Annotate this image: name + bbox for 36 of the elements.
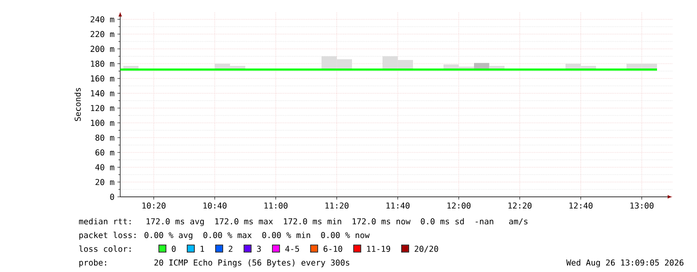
text: 2 — [228, 246, 232, 252]
y-tick-label: 140 m — [91, 90, 114, 96]
y-tick-label: 240 m — [90, 16, 114, 22]
y-tick-label: 200 m — [90, 46, 114, 52]
text: packet loss: 0.00 % avg 0.00 % max 0.00 % min 0.00 % now — [79, 232, 370, 240]
x-tick-label: 12:40 — [569, 202, 593, 209]
y-tick-label: 160 m — [91, 75, 114, 82]
x-tick-label: 11:40 — [386, 202, 410, 209]
text: 4-5 — [285, 246, 299, 252]
y-tick-label: 120 m — [91, 105, 114, 112]
x-tick-label: 11:20 — [325, 202, 348, 209]
y-tick-label: 0 — [110, 194, 114, 200]
text: 20/20 — [414, 246, 438, 253]
text: 6-10 — [324, 246, 342, 252]
y-tick-label: 80 m — [95, 134, 114, 141]
text: probe: 20 ICMP Echo Pings (56 Bytes) every 300s — [79, 259, 350, 268]
y-tick-label: 40 m — [95, 164, 114, 170]
x-tick-label: 12:20 — [508, 202, 532, 209]
x-tick-label: 11:00 — [264, 202, 288, 209]
y-axis-title: Seconds — [74, 88, 81, 122]
x-tick-label: 10:20 — [142, 202, 166, 209]
text: 11-19 — [367, 246, 390, 252]
y-tick-label: 220 m — [90, 31, 114, 38]
x-tick-label: 13:00 — [630, 202, 654, 209]
y-tick-label: 20 m — [96, 179, 114, 186]
text: loss color: — [79, 246, 131, 252]
x-tick-label: 10:40 — [203, 202, 227, 209]
text: 3 — [257, 246, 261, 252]
y-tick-label: 60 m — [95, 149, 114, 156]
text: Wed Aug 26 13:09:05 2026 — [566, 259, 684, 268]
y-tick-label: 100 m — [91, 120, 114, 126]
text: 0 — [172, 246, 176, 252]
x-tick-label: 12:00 — [447, 202, 471, 209]
y-tick-label: 180 m — [91, 60, 114, 67]
text: 1 — [200, 246, 204, 252]
text: median rtt: 172.0 ms avg 172.0 ms max 172.0 ms min 172.0 ms now 0.0 ms sd -nan am/s — [79, 218, 528, 226]
